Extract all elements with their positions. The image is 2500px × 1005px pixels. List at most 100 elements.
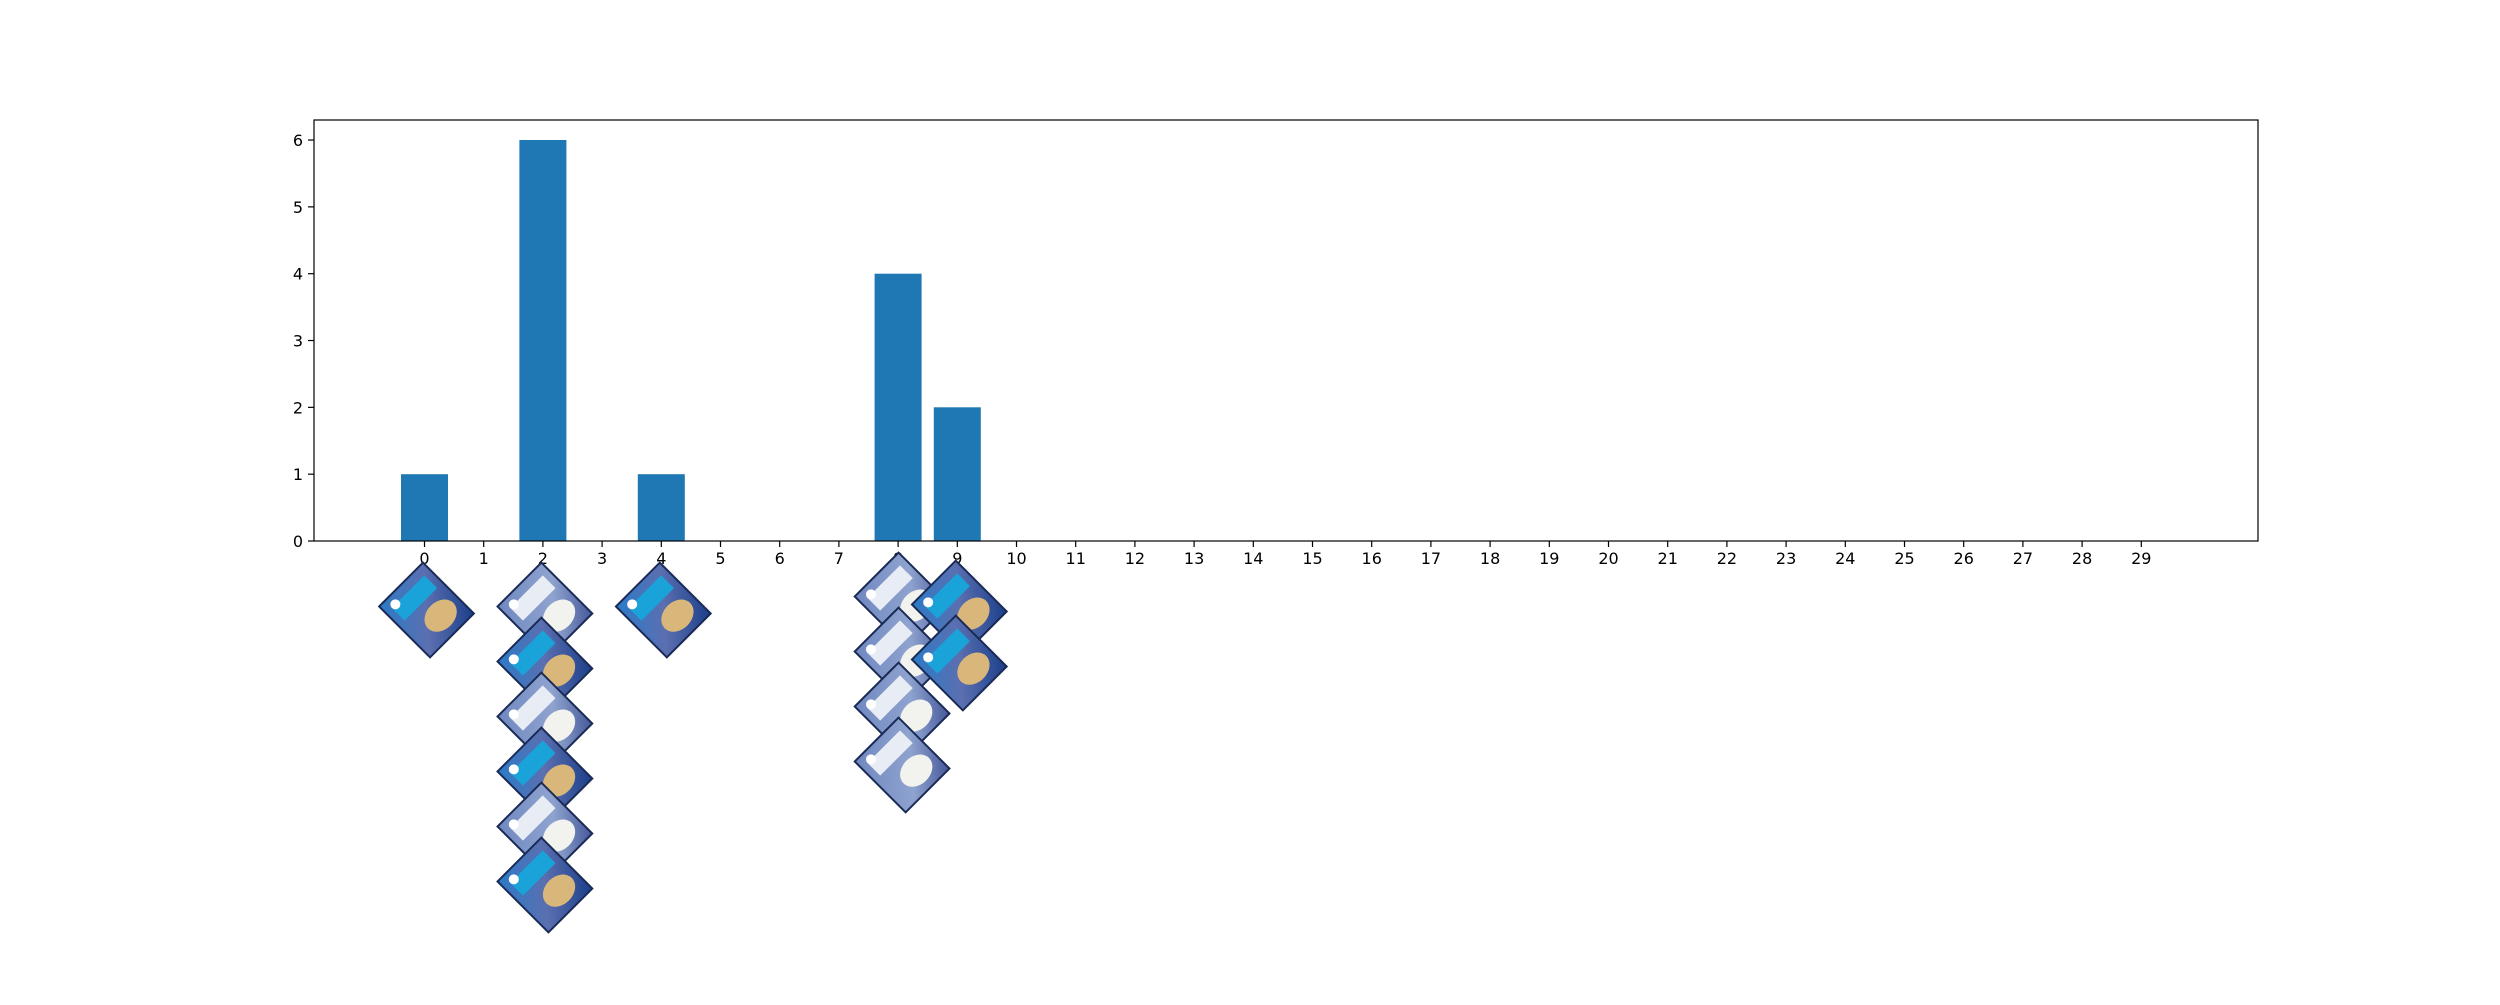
thumbnail-label-band bbox=[628, 575, 674, 621]
thumbnail-badge bbox=[865, 754, 876, 765]
y-tick-label: 1 bbox=[293, 465, 303, 484]
x-tick-label: 27 bbox=[2013, 549, 2033, 568]
x-tick-label: 26 bbox=[1954, 549, 1974, 568]
bar-4 bbox=[637, 474, 685, 541]
thumbnail-food bbox=[542, 709, 576, 742]
x-tick-label: 1 bbox=[479, 549, 489, 568]
thumbnail-box bbox=[496, 726, 594, 824]
x-tick-label: 3 bbox=[597, 549, 607, 568]
product-thumbnail bbox=[496, 616, 594, 714]
x-tick-label: 14 bbox=[1243, 549, 1263, 568]
x-tick-label: 22 bbox=[1717, 549, 1737, 568]
thumbnail-label-band bbox=[510, 795, 556, 841]
thumbnail-badge bbox=[923, 597, 934, 608]
thumbnail-box bbox=[853, 661, 951, 759]
y-tick-label: 2 bbox=[293, 398, 303, 417]
y-tick-label: 3 bbox=[293, 332, 303, 351]
x-tick-label: 11 bbox=[1066, 549, 1086, 568]
thumbnail-badge bbox=[508, 874, 519, 885]
bar-0 bbox=[401, 474, 448, 541]
thumbnail-box bbox=[496, 561, 594, 659]
thumbnail-badge bbox=[390, 599, 401, 610]
thumbnail-box bbox=[910, 559, 1009, 657]
thumbnail-label-band bbox=[391, 575, 438, 621]
x-tick-label: 16 bbox=[1362, 549, 1382, 568]
bar-9 bbox=[933, 407, 981, 541]
y-tick-label: 6 bbox=[293, 131, 303, 150]
y-tick-label: 5 bbox=[293, 198, 303, 217]
x-tick-label: 2 bbox=[538, 549, 548, 568]
x-tick-label: 5 bbox=[715, 549, 725, 568]
thumbnail-box bbox=[496, 616, 594, 714]
product-thumbnail bbox=[496, 671, 594, 769]
x-tick-label: 12 bbox=[1125, 549, 1145, 568]
thumbnail-badge bbox=[865, 589, 876, 600]
x-tick-label: 28 bbox=[2072, 549, 2092, 568]
thumbnail-label-band bbox=[510, 850, 556, 896]
product-thumbnail bbox=[853, 661, 951, 759]
x-tick-label: 18 bbox=[1480, 549, 1500, 568]
bar-8 bbox=[874, 273, 922, 541]
product-thumbnail bbox=[496, 836, 594, 934]
y-tick-label: 4 bbox=[293, 265, 303, 284]
product-thumbnail bbox=[496, 781, 594, 879]
x-tick-label: 7 bbox=[834, 549, 844, 568]
thumbnail-box bbox=[377, 561, 476, 659]
thumbnail-box bbox=[910, 614, 1009, 712]
thumbnail-label-band bbox=[867, 565, 913, 611]
product-thumbnail bbox=[910, 559, 1009, 657]
thumbnail-food bbox=[957, 652, 990, 685]
product-thumbnail bbox=[910, 614, 1009, 712]
x-tick-label: 15 bbox=[1302, 549, 1322, 568]
thumbnail-badge bbox=[508, 654, 519, 665]
product-thumbnail bbox=[614, 561, 713, 659]
thumbnail-food bbox=[542, 599, 576, 632]
product-thumbnail bbox=[496, 726, 594, 824]
product-thumbnail bbox=[853, 716, 951, 814]
thumbnail-food bbox=[542, 874, 576, 907]
thumbnail-label-band bbox=[867, 730, 913, 776]
x-tick-label: 6 bbox=[775, 549, 785, 568]
x-tick-label: 25 bbox=[1894, 549, 1914, 568]
thumbnail-food bbox=[542, 654, 576, 687]
thumbnail-box bbox=[496, 781, 594, 879]
y-tick-label: 0 bbox=[293, 532, 303, 551]
thumbnail-badge bbox=[923, 652, 934, 663]
thumbnail-label-band bbox=[510, 685, 556, 731]
thumbnail-badge bbox=[508, 599, 519, 610]
thumbnail-label-band bbox=[867, 675, 913, 721]
thumbnail-box bbox=[853, 716, 951, 814]
x-tick-label: 23 bbox=[1776, 549, 1796, 568]
x-tick-label: 21 bbox=[1658, 549, 1678, 568]
thumbnail-badge bbox=[865, 644, 876, 655]
thumbnail-box bbox=[496, 836, 594, 934]
thumbnail-box bbox=[853, 551, 951, 649]
x-tick-label: 19 bbox=[1539, 549, 1559, 568]
thumbnail-label-band bbox=[867, 620, 913, 666]
product-thumbnail bbox=[377, 561, 476, 659]
thumbnail-food bbox=[542, 819, 576, 852]
thumbnail-food bbox=[424, 599, 457, 632]
thumbnail-food bbox=[957, 597, 990, 630]
product-thumbnail bbox=[496, 561, 594, 659]
thumbnail-badge bbox=[627, 599, 638, 610]
thumbnail-food bbox=[661, 599, 694, 632]
x-tick-label: 9 bbox=[952, 549, 962, 568]
x-tick-label: 24 bbox=[1835, 549, 1855, 568]
x-tick-label: 13 bbox=[1184, 549, 1204, 568]
thumbnail-food bbox=[900, 754, 933, 787]
axes-frame bbox=[313, 119, 2259, 542]
thumbnail-label-band bbox=[924, 573, 970, 619]
x-tick-label: 29 bbox=[2131, 549, 2151, 568]
thumbnail-food bbox=[542, 764, 576, 797]
thumbnail-badge bbox=[508, 709, 519, 720]
bar-2 bbox=[519, 140, 567, 541]
x-tick-label: 20 bbox=[1598, 549, 1618, 568]
thumbnail-badge bbox=[508, 764, 519, 775]
thumbnail-badge bbox=[508, 819, 519, 830]
x-tick-label: 4 bbox=[656, 549, 666, 568]
thumbnail-box bbox=[853, 606, 951, 704]
x-tick-label: 17 bbox=[1421, 549, 1441, 568]
